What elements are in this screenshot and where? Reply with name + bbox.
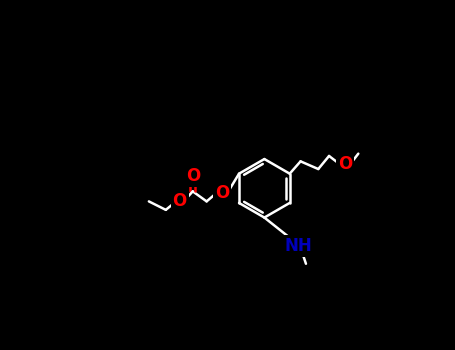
Text: O: O xyxy=(172,193,187,210)
Text: O: O xyxy=(186,167,200,185)
Text: NH: NH xyxy=(284,237,312,255)
Text: O: O xyxy=(338,155,352,173)
Text: O: O xyxy=(215,184,229,202)
